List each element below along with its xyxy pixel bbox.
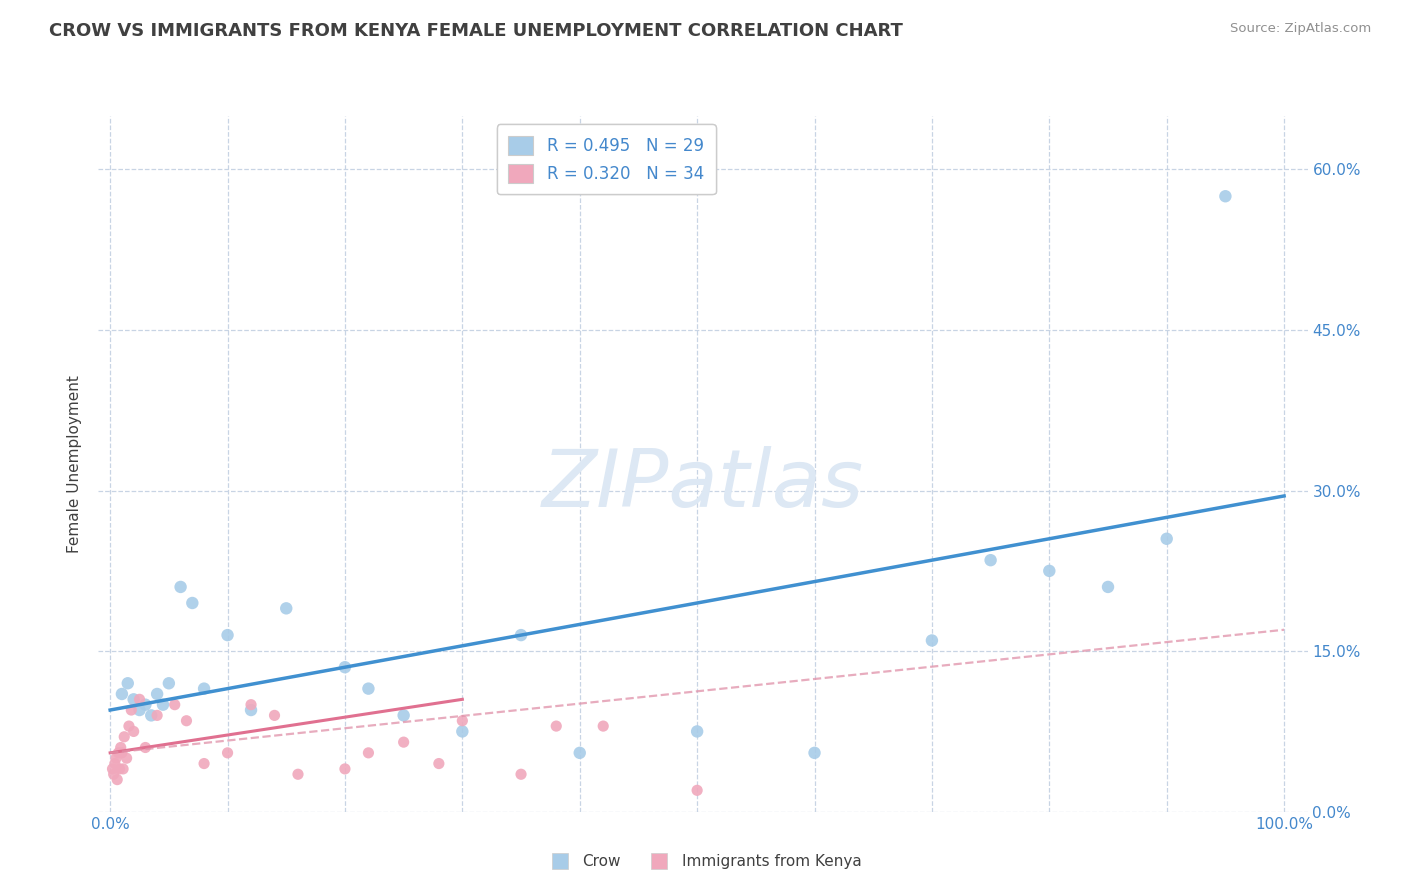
Point xyxy=(193,681,215,696)
Point xyxy=(568,746,591,760)
Point xyxy=(134,698,156,712)
Point xyxy=(803,746,825,760)
Point xyxy=(146,708,169,723)
Point xyxy=(193,756,215,771)
Point xyxy=(104,756,127,771)
Point xyxy=(117,676,139,690)
Point xyxy=(427,756,450,771)
Point xyxy=(107,746,129,760)
Point xyxy=(105,751,128,765)
Point xyxy=(357,681,380,696)
Point xyxy=(103,767,125,781)
Point xyxy=(333,762,356,776)
Point xyxy=(276,601,298,615)
Point xyxy=(128,692,150,706)
Point xyxy=(110,740,132,755)
Point xyxy=(105,772,128,787)
Point xyxy=(112,730,135,744)
Point xyxy=(1038,564,1060,578)
Point xyxy=(392,708,415,723)
Point xyxy=(451,724,474,739)
Point xyxy=(111,687,134,701)
Point xyxy=(686,783,709,797)
Point xyxy=(510,767,533,781)
Point xyxy=(115,751,138,765)
Point xyxy=(546,719,568,733)
Point xyxy=(1215,189,1237,203)
Text: ZIPatlas: ZIPatlas xyxy=(541,446,865,524)
Point xyxy=(108,762,131,776)
Point xyxy=(592,719,614,733)
Point xyxy=(146,687,169,701)
Point xyxy=(510,628,533,642)
Point xyxy=(128,703,150,717)
Point xyxy=(217,628,239,642)
Point xyxy=(112,762,135,776)
Legend: R = 0.495   N = 29, R = 0.320   N = 34: R = 0.495 N = 29, R = 0.320 N = 34 xyxy=(496,124,716,194)
Point xyxy=(152,698,174,712)
Point xyxy=(980,553,1002,567)
Point xyxy=(176,714,198,728)
Point xyxy=(451,714,474,728)
Point xyxy=(1156,532,1178,546)
Point xyxy=(122,724,145,739)
Point xyxy=(111,746,134,760)
Point xyxy=(333,660,356,674)
Point xyxy=(101,762,124,776)
Point xyxy=(217,746,239,760)
Point xyxy=(1097,580,1119,594)
Point xyxy=(157,676,180,690)
Text: Source: ZipAtlas.com: Source: ZipAtlas.com xyxy=(1230,22,1371,36)
Point xyxy=(263,708,285,723)
Point xyxy=(357,746,380,760)
Point xyxy=(240,698,263,712)
Point xyxy=(287,767,309,781)
Point xyxy=(122,692,145,706)
Point xyxy=(118,719,141,733)
Point xyxy=(163,698,186,712)
Point xyxy=(120,703,142,717)
Point xyxy=(240,703,263,717)
Point xyxy=(181,596,204,610)
Legend: Crow, Immigrants from Kenya: Crow, Immigrants from Kenya xyxy=(538,848,868,875)
Point xyxy=(686,724,709,739)
Point xyxy=(392,735,415,749)
Point xyxy=(921,633,943,648)
Point xyxy=(169,580,191,594)
Y-axis label: Female Unemployment: Female Unemployment xyxy=(67,375,83,553)
Point xyxy=(134,740,156,755)
Point xyxy=(141,708,163,723)
Text: CROW VS IMMIGRANTS FROM KENYA FEMALE UNEMPLOYMENT CORRELATION CHART: CROW VS IMMIGRANTS FROM KENYA FEMALE UNE… xyxy=(49,22,903,40)
